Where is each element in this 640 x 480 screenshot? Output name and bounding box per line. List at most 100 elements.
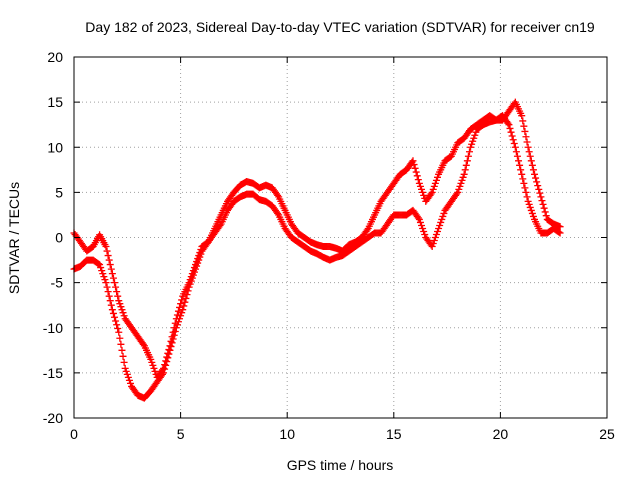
data-point — [419, 188, 427, 196]
data-point — [533, 178, 541, 186]
data-point — [188, 274, 196, 282]
data-point — [520, 122, 528, 130]
data-point — [538, 197, 546, 205]
data-point — [183, 291, 191, 299]
data-point — [521, 127, 529, 135]
data-point — [99, 270, 107, 278]
data-point — [456, 182, 464, 190]
data-point — [428, 188, 436, 196]
y-tick-label: -20 — [43, 410, 63, 426]
data-point — [170, 331, 178, 339]
data-point — [121, 364, 129, 372]
data-point — [457, 179, 465, 187]
data-point — [512, 148, 520, 156]
data-point — [164, 354, 172, 362]
data-point — [125, 376, 133, 384]
data-point — [173, 311, 181, 319]
data-point — [437, 218, 445, 226]
x-tick-label: 20 — [493, 426, 509, 442]
data-point — [120, 312, 128, 320]
data-point — [117, 340, 125, 348]
data-point — [526, 152, 534, 160]
data-point — [150, 364, 158, 372]
data-point — [115, 297, 123, 305]
data-point — [515, 157, 523, 165]
data-point — [180, 302, 188, 310]
data-point — [103, 283, 111, 291]
data-point — [182, 294, 190, 302]
data-point — [104, 252, 112, 260]
data-point — [412, 168, 420, 176]
data-point — [439, 212, 447, 220]
data-point — [436, 221, 444, 229]
x-axis-label: GPS time / hours — [287, 457, 394, 473]
data-point — [431, 179, 439, 187]
data-point — [508, 132, 516, 140]
data-point — [409, 157, 417, 165]
x-tick-label: 5 — [177, 426, 185, 442]
data-point — [120, 358, 128, 366]
y-tick-label: -10 — [43, 320, 63, 336]
data-point — [419, 224, 427, 232]
x-tick-label: 0 — [70, 426, 78, 442]
axis-ticks — [73, 56, 608, 419]
data-point — [114, 325, 122, 333]
data-point — [149, 361, 157, 369]
data-point — [526, 203, 534, 211]
data-point — [529, 166, 537, 174]
data-point — [114, 292, 122, 300]
data-point — [95, 260, 103, 268]
data-point — [434, 173, 442, 181]
data-point — [167, 343, 175, 351]
data-point — [100, 273, 108, 281]
data-point — [172, 324, 180, 332]
y-axis-label: SDTVAR / TECUs — [6, 182, 22, 294]
y-tick-label: -5 — [51, 275, 64, 291]
data-point — [431, 234, 439, 241]
data-point — [468, 140, 476, 148]
y-tick-label: 15 — [47, 94, 63, 110]
data-point — [523, 193, 531, 201]
data-point — [534, 182, 542, 190]
data-point — [106, 261, 114, 269]
data-point — [472, 128, 480, 136]
data-point — [519, 175, 527, 183]
x-tick-labels: 0 5 10 15 20 25 — [70, 426, 615, 442]
data-point — [505, 121, 513, 129]
data-point — [458, 176, 466, 184]
data-point — [525, 148, 533, 156]
data-point — [194, 259, 202, 267]
data-point — [147, 355, 155, 363]
x-tick-label: 25 — [599, 426, 615, 442]
data-point — [184, 287, 192, 295]
data-point — [126, 379, 134, 387]
data-point — [464, 152, 472, 160]
data-point — [524, 143, 532, 151]
data-point — [174, 318, 182, 326]
data-point — [179, 306, 187, 314]
data-point — [471, 131, 479, 139]
data-point — [516, 161, 524, 169]
data-point — [556, 229, 564, 237]
data-point — [112, 317, 120, 325]
data-point — [427, 190, 435, 198]
data-point — [193, 262, 201, 270]
data-point — [522, 188, 530, 196]
data-point — [102, 243, 110, 251]
data-point — [104, 288, 112, 296]
data-point — [117, 303, 125, 311]
data-point — [197, 250, 205, 258]
x-tick-label: 10 — [279, 426, 295, 442]
data-point — [108, 306, 116, 314]
data-point — [158, 370, 166, 378]
data-point — [414, 176, 422, 184]
data-point — [527, 206, 535, 214]
data-point — [274, 191, 282, 199]
data-point — [98, 267, 106, 275]
data-point — [116, 334, 124, 342]
data-point — [163, 358, 171, 366]
data-point — [178, 309, 186, 317]
data-point — [432, 230, 440, 238]
data-point — [169, 335, 177, 343]
